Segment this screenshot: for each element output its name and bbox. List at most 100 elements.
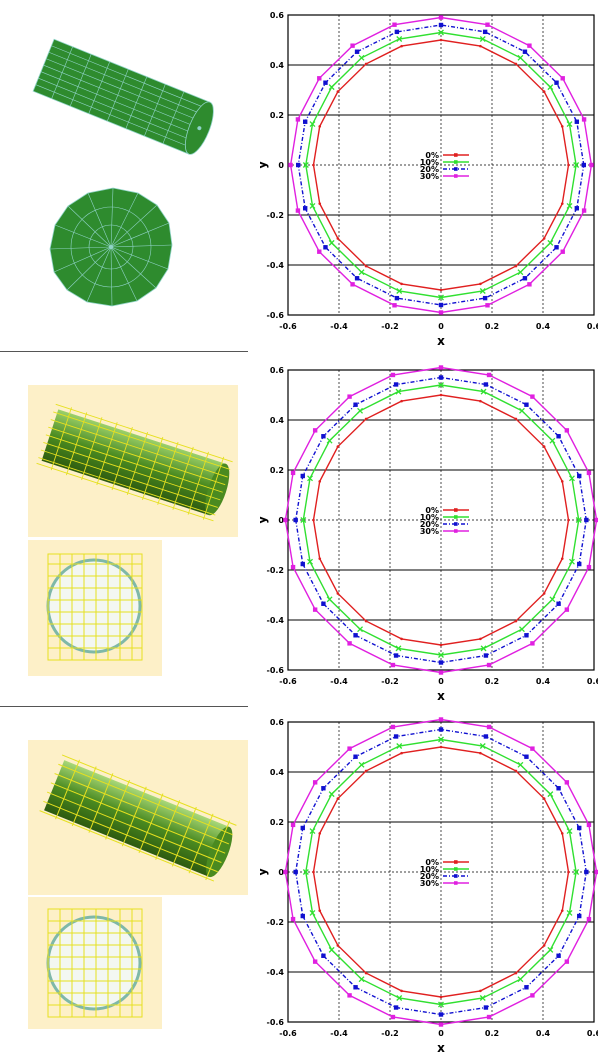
data-point — [328, 946, 335, 953]
data-point — [300, 825, 305, 831]
data-point — [514, 62, 518, 66]
data-point — [581, 208, 587, 213]
data-point — [483, 734, 489, 739]
data-point — [485, 303, 490, 308]
data-point — [566, 121, 573, 128]
data-point — [560, 832, 564, 835]
data-point — [358, 761, 365, 768]
data-point — [439, 288, 443, 292]
data-point — [400, 399, 403, 403]
data-point — [353, 402, 358, 407]
y-tick-label: 0.4 — [270, 768, 285, 777]
data-point — [400, 989, 403, 993]
legend-marker — [454, 874, 458, 878]
data-point — [396, 743, 403, 749]
data-point — [517, 976, 524, 983]
data-point — [357, 626, 364, 633]
data-point — [438, 375, 444, 380]
data-point — [574, 119, 580, 124]
data-point — [556, 786, 561, 791]
y-tick-label: 0.6 — [270, 718, 285, 727]
data-point — [483, 1005, 489, 1010]
legend-marker — [454, 529, 458, 533]
data-point — [336, 237, 340, 240]
data-point — [318, 832, 322, 835]
data-point — [438, 15, 444, 20]
y-axis-label: y — [260, 516, 269, 524]
data-point — [486, 724, 492, 730]
data-point — [317, 76, 322, 81]
legend-label: 10% — [420, 865, 439, 874]
data-point — [479, 751, 482, 755]
data-point — [364, 264, 368, 268]
data-point — [390, 662, 396, 668]
data-point — [479, 637, 482, 641]
data-point — [577, 825, 582, 831]
data-point — [547, 946, 554, 953]
x-axis-label: x — [437, 1041, 445, 1055]
data-point — [566, 909, 573, 916]
legend-label: 10% — [420, 158, 439, 167]
mesh-cross-section — [30, 180, 180, 320]
data-point — [318, 557, 322, 560]
data-point — [581, 162, 586, 168]
legend-marker — [454, 508, 458, 512]
data-point — [309, 121, 316, 128]
data-point — [438, 652, 444, 658]
data-point — [317, 249, 322, 254]
data-point — [438, 302, 444, 308]
data-point — [514, 264, 518, 268]
data-point — [400, 282, 403, 286]
legend-label: 30% — [420, 527, 439, 536]
data-point — [353, 985, 358, 990]
data-point — [390, 724, 396, 730]
data-point — [530, 641, 535, 646]
legend-marker — [454, 515, 458, 519]
data-point — [564, 959, 570, 964]
data-point — [586, 564, 592, 570]
data-point — [518, 626, 525, 633]
data-point — [393, 653, 399, 658]
data-point — [300, 517, 307, 523]
data-point — [328, 791, 335, 798]
data-point — [300, 913, 305, 919]
data-point — [486, 662, 492, 668]
y-tick-label: -0.2 — [267, 211, 285, 220]
data-point — [353, 754, 358, 759]
data-point — [556, 953, 561, 958]
data-point — [350, 282, 355, 287]
data-point — [560, 249, 565, 254]
data-point — [581, 117, 587, 122]
x-tick-label: 0.4 — [536, 1029, 551, 1038]
data-point — [479, 743, 486, 749]
data-point — [483, 382, 489, 387]
chart-2: -0.6 -0.4 -0.2 0 0.2 0.4 0.6 0.6 0.4 0.2 0 -0.2 -0.4… — [260, 360, 598, 706]
data-point — [439, 393, 443, 397]
data-point — [357, 407, 364, 414]
y-tick-label: 0.2 — [270, 466, 284, 475]
data-point — [514, 417, 518, 421]
data-point — [353, 633, 358, 638]
legend-marker — [454, 867, 458, 871]
divider — [0, 706, 248, 707]
legend-marker — [454, 860, 458, 864]
data-point — [530, 746, 535, 751]
data-point — [439, 643, 443, 647]
x-tick-label: -0.2 — [381, 677, 399, 686]
data-point — [283, 869, 288, 875]
data-point — [438, 29, 444, 36]
legend-label: 30% — [420, 172, 439, 181]
data-point — [307, 475, 313, 482]
data-point — [542, 90, 546, 93]
legend-marker — [454, 881, 458, 885]
data-point — [554, 80, 559, 85]
y-tick-label: -0.6 — [267, 311, 285, 320]
chart-svg: -0.6 -0.4 -0.2 0 0.2 0.4 0.6 0.6 0.4 0.2 0 -0.2 -0.4… — [260, 11, 598, 348]
data-point — [542, 797, 546, 800]
data-point — [594, 869, 598, 875]
y-tick-label: -0.2 — [267, 566, 285, 575]
data-point — [438, 660, 444, 665]
x-tick-label: 0 — [438, 1029, 444, 1038]
data-point — [549, 437, 556, 444]
data-point — [569, 475, 575, 482]
